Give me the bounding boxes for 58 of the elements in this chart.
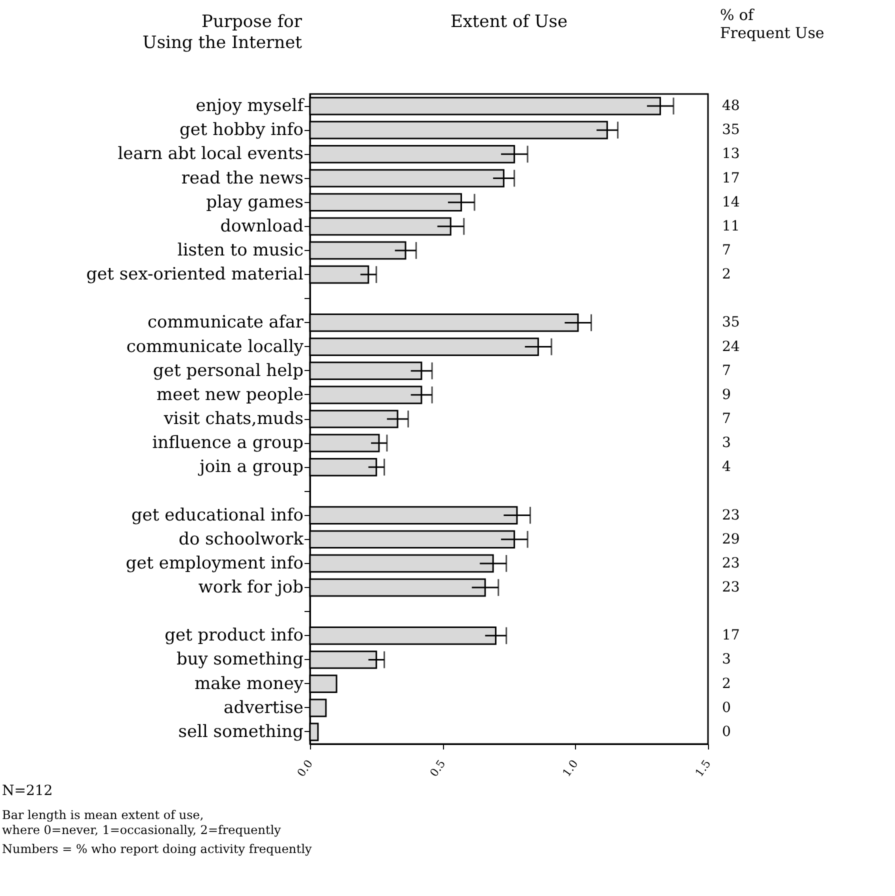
y-tick-label: visit chats,muds xyxy=(162,409,304,429)
x-tick-label: 0.0 xyxy=(294,757,316,780)
text: 7 xyxy=(722,411,731,427)
text: 48 xyxy=(722,98,740,114)
text: Bar length is mean extent of use, where 0=never, 1=occasionally, 2=frequently xyxy=(2,808,282,837)
chart-title: Extent of Use xyxy=(450,12,568,32)
text: 4 xyxy=(722,459,731,476)
y-tick-label: make money xyxy=(194,674,304,694)
y-tick-label: join a group xyxy=(198,457,304,478)
text: 35 xyxy=(722,314,740,331)
y-tick-label: get personal help xyxy=(153,360,304,381)
text: 0 xyxy=(722,700,731,716)
y-tick-label: influence a group xyxy=(152,433,304,454)
text: 23 xyxy=(722,580,740,596)
text: 9 xyxy=(722,386,731,403)
y-tick-label: communicate locally xyxy=(126,336,304,357)
y-tick-label: sell something xyxy=(178,722,304,742)
text: 23 xyxy=(722,507,740,524)
text: 3 xyxy=(722,435,731,452)
y-tick-label: download xyxy=(220,216,304,236)
text: 35 xyxy=(722,122,740,138)
x-tick-label: 1.0 xyxy=(560,757,581,780)
text: Numbers = % who report doing activity frequently xyxy=(2,842,312,856)
x-tick-label: 1.5 xyxy=(692,757,714,780)
y-tick-label: get product info xyxy=(164,626,304,646)
text: 3 xyxy=(722,652,731,668)
y-tick-label: do schoolwork xyxy=(178,529,304,550)
y-tick-label: communicate afar xyxy=(148,312,304,333)
x-tick-label: 0.5 xyxy=(427,757,448,780)
y-tick-label: buy something xyxy=(176,650,304,670)
text: 14 xyxy=(722,194,740,210)
y-tick-label: learn abt local events xyxy=(118,144,304,164)
text: 2 xyxy=(722,676,731,692)
text: % of Frequent Use xyxy=(720,6,824,42)
y-tick-label: get employment info xyxy=(126,553,304,574)
text: 24 xyxy=(722,338,740,355)
text: 23 xyxy=(722,555,740,572)
y-tick-label: meet new people xyxy=(156,384,304,405)
y-tick-label: get hobby info xyxy=(179,120,304,140)
y-tick-label: read the news xyxy=(181,168,304,188)
text: 11 xyxy=(722,218,740,234)
text: 2 xyxy=(722,266,731,283)
text: 7 xyxy=(722,362,731,379)
y-tick-label: play games xyxy=(206,192,304,212)
y-axis-title: Purpose for Using the Internet xyxy=(142,12,303,53)
y-tick-label: get educational info xyxy=(131,505,304,526)
text: N=212 xyxy=(2,783,53,799)
text: 13 xyxy=(722,146,740,162)
y-tick-label: work for job xyxy=(198,578,304,598)
text: 17 xyxy=(722,628,740,644)
y-tick-label: advertise xyxy=(224,698,304,718)
text: 7 xyxy=(722,242,731,258)
text: 29 xyxy=(722,531,740,548)
y-tick-label: get sex-oriented material xyxy=(86,264,304,285)
y-tick-label: enjoy myself xyxy=(196,96,306,116)
y-tick-label: listen to music xyxy=(177,240,304,260)
text: 17 xyxy=(722,170,740,186)
text: 0 xyxy=(722,724,731,740)
